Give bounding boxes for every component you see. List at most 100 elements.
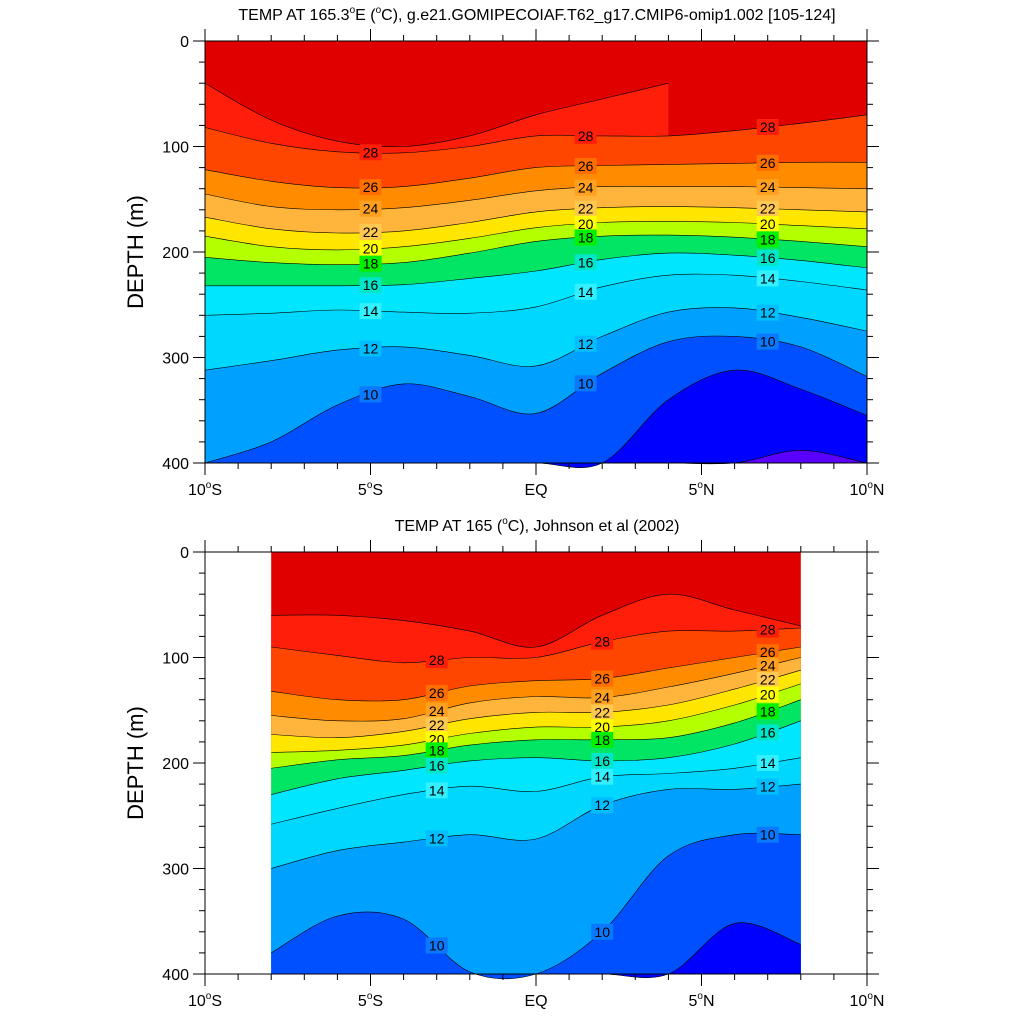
contour-label-bg — [756, 724, 779, 741]
contour-label-22: 22 — [429, 717, 445, 733]
contour-label-18: 18 — [578, 229, 594, 245]
contour-label-10: 10 — [363, 386, 379, 402]
contour-label-bg — [756, 231, 779, 248]
y-tick-label: 300 — [162, 862, 189, 879]
contour-label-bg — [425, 717, 448, 734]
x-tick-label: 5oS — [358, 480, 383, 499]
contour-label-bg — [756, 118, 779, 135]
y-tick-label: 200 — [162, 245, 189, 262]
contour-line-28 — [204, 114, 868, 154]
contour-label-10: 10 — [760, 334, 776, 350]
contour-label-bg — [591, 731, 614, 748]
contour-label-12: 12 — [594, 797, 610, 813]
contour-label-18: 18 — [429, 742, 445, 758]
contour-label-bg — [591, 670, 614, 687]
contour-line-12 — [204, 307, 868, 371]
contour-label-bg — [359, 179, 382, 196]
contour-label-bg — [359, 277, 382, 294]
contour-label-bg — [425, 782, 448, 799]
contour-line-26 — [204, 161, 868, 189]
y-axis-label: DEPTH (m) — [123, 195, 148, 309]
contour-label-bg — [756, 686, 779, 703]
y-axis-label: DEPTH (m) — [123, 706, 148, 820]
contour-label-bg — [591, 752, 614, 769]
contour-label-20: 20 — [363, 240, 379, 256]
contour-label-14: 14 — [578, 284, 594, 300]
contour-line-24 — [271, 657, 801, 722]
contour-label-bg — [425, 937, 448, 954]
contour-label-14: 14 — [363, 303, 379, 319]
contour-label-12: 12 — [429, 830, 445, 846]
y-tick-label: 200 — [162, 756, 189, 773]
contour-label-20: 20 — [760, 216, 776, 232]
contour-label-12: 12 — [760, 779, 776, 795]
contour-label-bg — [359, 386, 382, 403]
contour-label-bg — [425, 757, 448, 774]
contour-label-bg — [756, 200, 779, 217]
contour-label-bg — [756, 755, 779, 771]
contour-label-bg — [756, 671, 779, 688]
x-tick-label: EQ — [524, 993, 547, 1010]
x-tick-label: 5oN — [688, 991, 714, 1010]
x-tick-label: 5oS — [358, 991, 383, 1010]
contour-label-10: 10 — [594, 924, 610, 940]
contour-label-bg — [591, 797, 614, 814]
contour-label-28: 28 — [578, 128, 594, 144]
contour-label-10: 10 — [578, 375, 594, 391]
contour-line-29 — [271, 593, 801, 648]
contour-label-bg — [574, 179, 597, 196]
contour-label-16: 16 — [429, 758, 445, 774]
contour-label-22: 22 — [760, 201, 776, 217]
contour-label-24: 24 — [760, 179, 776, 195]
y-tick-label: 100 — [162, 140, 189, 157]
x-tick-label: 5oN — [688, 480, 714, 499]
axes: 0 100 200 300 400 10oS 5oS EQ 5oN 10oN — [162, 540, 884, 1010]
contour-label-bg — [574, 335, 597, 352]
contour-label-14: 14 — [760, 270, 776, 286]
contour-label-18: 18 — [760, 703, 776, 719]
contour-label-bg — [591, 768, 614, 785]
contour-line-24 — [204, 185, 868, 211]
contour-label-10: 10 — [760, 827, 776, 843]
contour-label-bg — [574, 215, 597, 232]
contour-line-26 — [271, 646, 801, 702]
contour-label-20: 20 — [594, 719, 610, 735]
contour-label-bg — [756, 179, 779, 196]
contour-label-20: 20 — [760, 686, 776, 702]
contour-line-18 — [271, 699, 801, 769]
contour-label-bg — [425, 742, 448, 759]
contour-label-bg — [574, 254, 597, 271]
temperature-band-8 — [271, 922, 801, 978]
contour-label-16: 16 — [578, 254, 594, 270]
contour-label-24: 24 — [429, 703, 445, 719]
contour-label-12: 12 — [363, 341, 379, 357]
contour-label-bg — [756, 778, 779, 795]
contour-line-22 — [271, 669, 801, 739]
contour-line-29 — [204, 82, 669, 148]
contour-label-bg — [574, 229, 597, 246]
model-panel: TEMP AT 165.3oE (oC), g.e21.GOMIPECOIAF.… — [123, 5, 884, 499]
x-tick-label: 10oS — [188, 991, 222, 1010]
y-tick-label: 400 — [162, 456, 189, 473]
contour-line-18 — [204, 234, 868, 266]
y-tick-label: 0 — [180, 545, 189, 562]
contour-label-bg — [359, 340, 382, 357]
contour-line-12 — [271, 783, 801, 869]
contour-label-18: 18 — [760, 231, 776, 247]
contour-label-bg — [756, 644, 779, 661]
contour-label-16: 16 — [594, 753, 610, 769]
chart-title: TEMP AT 165 (oC), Johnson et al (2002) — [395, 516, 680, 535]
contour-label-28: 28 — [760, 119, 776, 135]
contour-label-28: 28 — [363, 144, 379, 160]
contour-label-22: 22 — [578, 201, 594, 217]
contour-label-bg — [359, 223, 382, 240]
temperature-band-9 — [271, 833, 801, 979]
y-tick-label: 0 — [180, 34, 189, 51]
contour-label-bg — [756, 270, 779, 287]
contour-label-bg — [425, 702, 448, 719]
contour-label-bg — [756, 657, 779, 674]
contour-label-24: 24 — [760, 657, 776, 673]
